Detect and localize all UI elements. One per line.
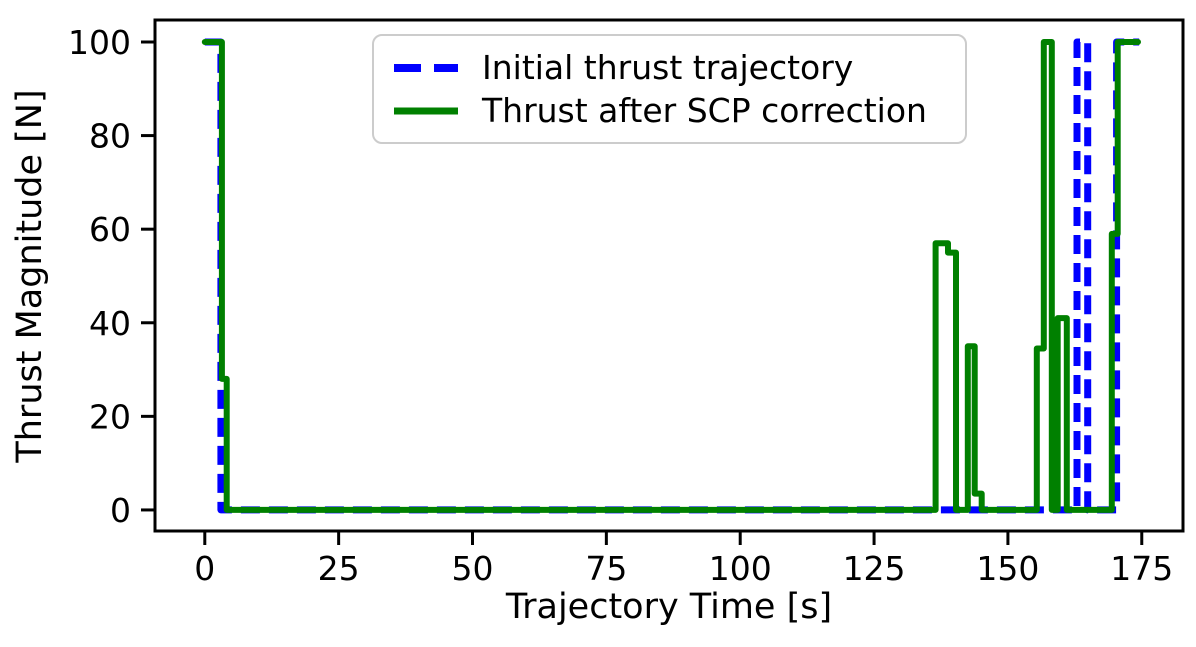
x-tick-label: 25 [318, 549, 360, 588]
series-line-1 [201, 39, 1141, 513]
legend-label-initial-thrust: Initial thrust trajectory [482, 48, 854, 87]
x-tick-label: 75 [585, 549, 627, 588]
x-tick-label: 100 [709, 549, 772, 588]
legend-item-initial-thrust: Initial thrust trajectory [394, 46, 945, 89]
x-tick-label: 175 [1110, 549, 1173, 588]
x-tick-label: 50 [452, 549, 494, 588]
series-line-0 [204, 38, 1140, 514]
y-tick-label: 0 [110, 491, 131, 530]
y-tick-label: 20 [89, 397, 131, 436]
y-tick-label: 60 [89, 210, 131, 249]
x-tick-label: 125 [843, 549, 906, 588]
y-tick-label: 100 [68, 23, 131, 62]
x-tick-label: 0 [194, 549, 215, 588]
x-tick-label: 150 [976, 549, 1039, 588]
legend: Initial thrust trajectory Thrust after S… [372, 34, 967, 144]
legend-label-scp-correction: Thrust after SCP correction [482, 91, 927, 130]
x-axis-label: Trajectory Time [s] [505, 587, 833, 627]
y-axis-label: Thrust Magnitude [N] [10, 89, 50, 463]
legend-sample-dashed-line [394, 63, 458, 72]
legend-item-scp-correction: Thrust after SCP correction [394, 89, 945, 132]
axes-spines [153, 18, 1185, 533]
y-tick-label: 40 [89, 304, 131, 343]
y-tick-label: 80 [89, 117, 131, 156]
legend-sample-solid-line [394, 107, 458, 114]
